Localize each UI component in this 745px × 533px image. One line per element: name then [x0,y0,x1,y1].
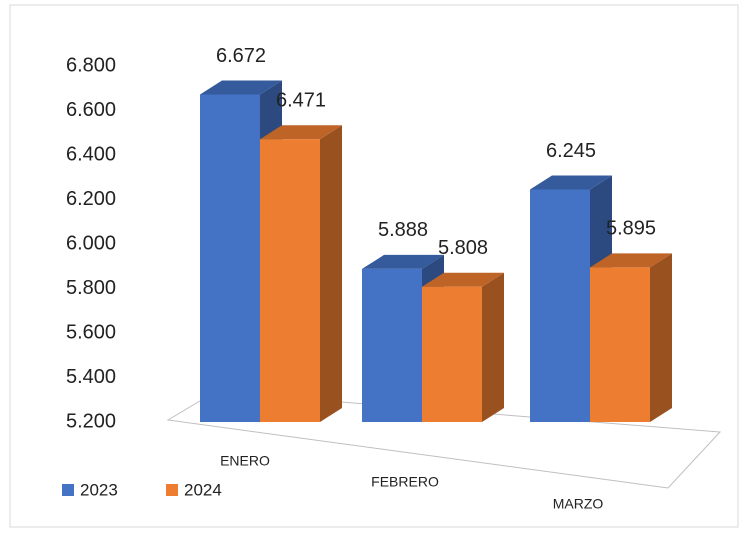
bar-top [530,175,612,190]
x-tick-label: ENERO [220,453,270,469]
bar [362,268,422,422]
y-tick-label: 6.200 [66,188,116,210]
y-tick-label: 5.200 [66,410,116,432]
bar [200,94,260,422]
chart-frame [9,4,739,528]
data-label: 6.672 [216,45,266,67]
bar [590,267,650,422]
legend-swatch [166,484,178,496]
y-tick-label: 6.000 [66,232,116,254]
data-label: 6.471 [276,89,326,111]
y-tick-label: 6.400 [66,143,116,165]
x-tick-label: MARZO [553,496,604,512]
y-tick-label: 5.400 [66,366,116,388]
legend-label: 2024 [184,480,222,499]
bar-top [422,272,504,287]
x-tick-label: FEBRERO [371,474,439,490]
data-label: 6.245 [546,140,596,162]
y-tick-label: 5.600 [66,321,116,343]
bar-top [260,125,342,140]
bar-top [200,80,282,95]
legend-label: 2023 [80,480,118,499]
y-tick-label: 5.800 [66,277,116,299]
bar [422,286,482,422]
bar [260,139,320,422]
legend-swatch [62,484,74,496]
bar-top [362,254,444,269]
y-tick-label: 6.600 [66,99,116,121]
bar [530,189,590,422]
data-label: 5.888 [378,219,428,241]
data-label: 5.808 [438,237,488,259]
y-tick-label: 6.800 [66,54,116,76]
data-label: 5.895 [606,218,656,240]
bar-side [650,253,672,422]
bar-side [482,272,504,422]
bar-side [320,125,342,422]
bar-top [590,253,672,268]
